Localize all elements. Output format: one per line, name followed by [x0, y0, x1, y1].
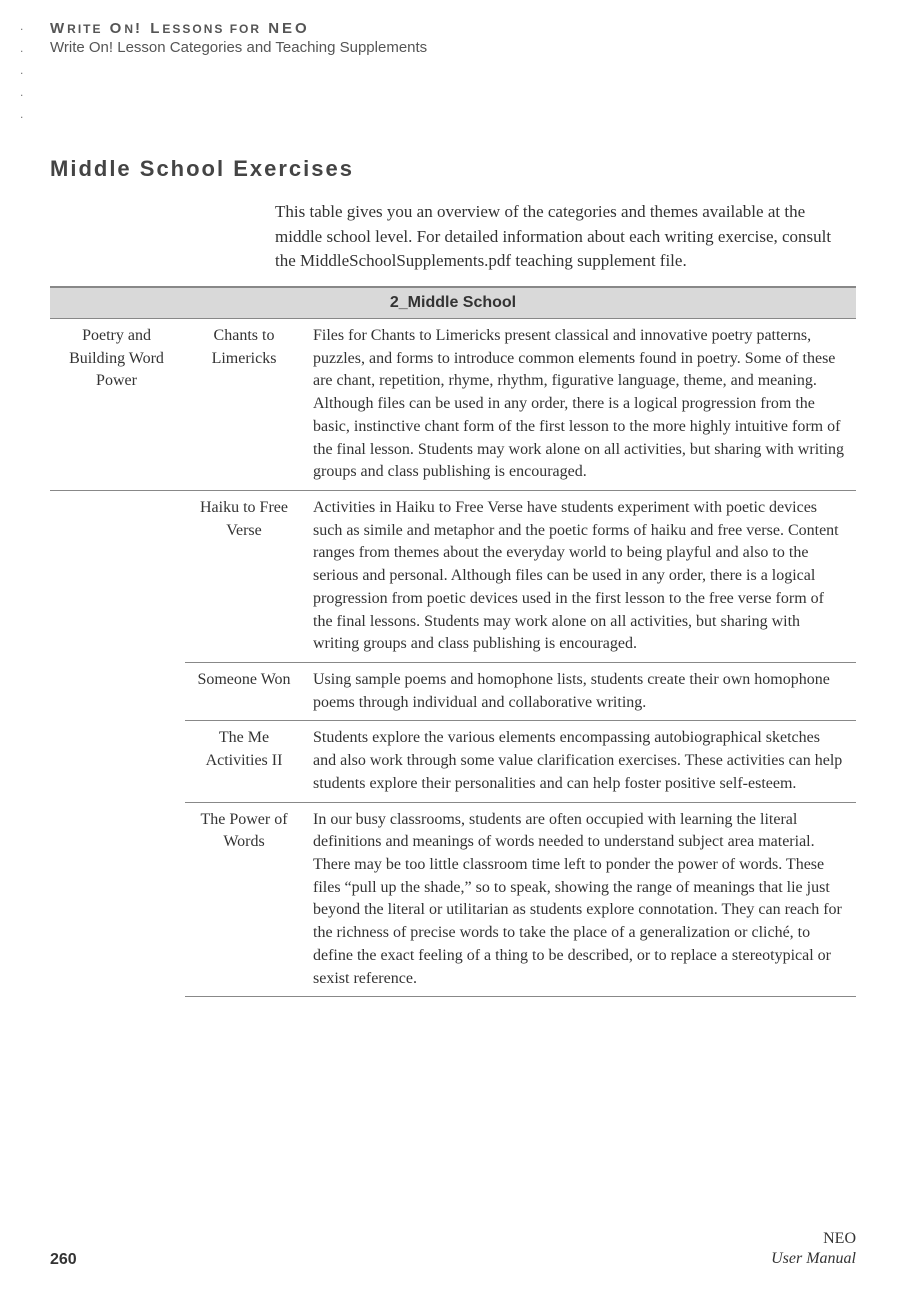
theme-cell: The Power of Words	[185, 802, 305, 997]
chapter-subtitle: Write On! Lesson Categories and Teaching…	[50, 39, 856, 56]
description-cell: Activities in Haiku to Free Verse have s…	[305, 490, 856, 662]
table-row: Poetry and Building Word PowerChants to …	[50, 318, 856, 490]
description-cell: Files for Chants to Limericks present cl…	[305, 318, 856, 490]
table-row: The Power of WordsIn our busy classrooms…	[50, 802, 856, 997]
section-intro: This table gives you an overview of the …	[275, 200, 856, 274]
theme-cell: Haiku to Free Verse	[185, 490, 305, 662]
category-cell	[50, 802, 185, 997]
chapter-title: WRITE ON! LESSONS FOR NEO	[50, 20, 856, 37]
description-cell: In our busy classrooms, students are oft…	[305, 802, 856, 997]
table-row: The Me Activities IIStudents explore the…	[50, 721, 856, 802]
page-number: 260	[50, 1251, 77, 1269]
page-header: WRITE ON! LESSONS FOR NEO Write On! Less…	[50, 20, 856, 56]
margin-dots: .....	[20, 15, 23, 125]
table-row: Someone WonUsing sample poems and homoph…	[50, 662, 856, 720]
theme-cell: Someone Won	[185, 662, 305, 720]
category-cell	[50, 490, 185, 662]
exercises-table: 2_Middle School Poetry and Building Word…	[50, 286, 856, 997]
description-cell: Using sample poems and homophone lists, …	[305, 662, 856, 720]
theme-cell: Chants to Limericks	[185, 318, 305, 490]
category-cell	[50, 662, 185, 720]
description-cell: Students explore the various elements en…	[305, 721, 856, 802]
section-heading: Middle School Exercises	[50, 156, 856, 182]
theme-cell: The Me Activities II	[185, 721, 305, 802]
manual-name: NEOUser Manual	[771, 1229, 856, 1269]
table-header: 2_Middle School	[50, 287, 856, 319]
category-cell: Poetry and Building Word Power	[50, 318, 185, 490]
category-cell	[50, 721, 185, 802]
table-row: Haiku to Free VerseActivities in Haiku t…	[50, 490, 856, 662]
page-footer: 260 NEOUser Manual	[50, 1229, 856, 1269]
